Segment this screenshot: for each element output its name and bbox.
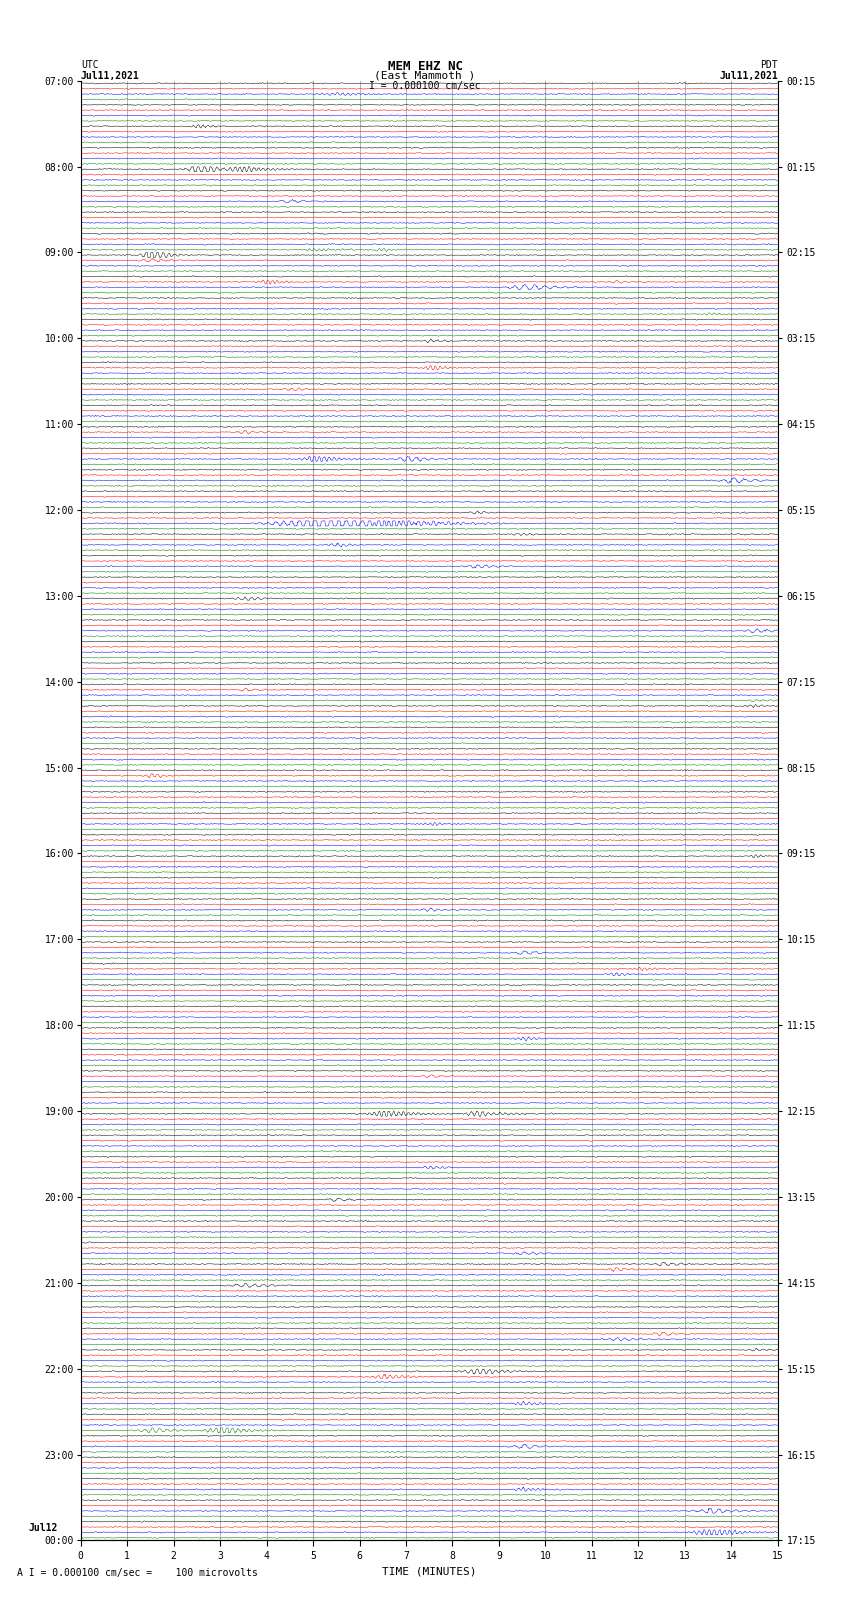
Text: A I = 0.000100 cm/sec =    100 microvolts: A I = 0.000100 cm/sec = 100 microvolts xyxy=(17,1568,258,1578)
Text: PDT: PDT xyxy=(760,60,778,69)
Text: UTC: UTC xyxy=(81,60,99,69)
X-axis label: TIME (MINUTES): TIME (MINUTES) xyxy=(382,1566,477,1576)
Text: MEM EHZ NC: MEM EHZ NC xyxy=(388,60,462,73)
Text: Jul11,2021: Jul11,2021 xyxy=(81,71,139,81)
Text: Jul12: Jul12 xyxy=(28,1523,58,1532)
Text: (East Mammoth ): (East Mammoth ) xyxy=(374,71,476,81)
Text: Jul11,2021: Jul11,2021 xyxy=(719,71,778,81)
Text: I = 0.000100 cm/sec: I = 0.000100 cm/sec xyxy=(369,81,481,90)
